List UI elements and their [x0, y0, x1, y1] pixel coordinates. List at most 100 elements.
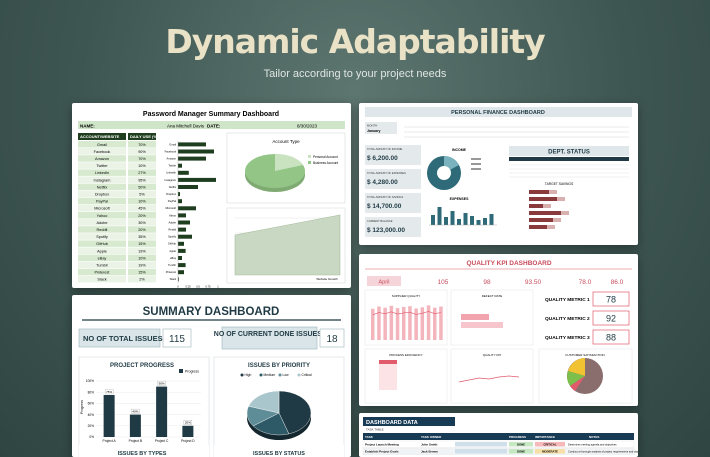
owner-cell: Jack Brown: [421, 450, 438, 454]
account-row: [78, 261, 126, 269]
supplier-bar: [371, 308, 375, 340]
target-bar: [529, 190, 549, 194]
account-row: [78, 204, 126, 212]
supplier-bar: [377, 306, 381, 340]
account-row: [78, 254, 126, 262]
account-name: Facebook: [94, 150, 111, 154]
expense-bar: [463, 213, 468, 225]
hbar-label: Gmail: [169, 142, 176, 146]
target-bar: [529, 204, 543, 208]
account-usage: 20%: [138, 214, 146, 218]
pie-legend-personal: Personal Account: [313, 155, 338, 159]
finance-dashboard: PERSONAL FINANCE DASHBOARD MONTH January…: [365, 107, 632, 237]
done-issues-value: 18: [326, 334, 338, 345]
hbar-label: Spotify: [168, 235, 177, 239]
notes-cell: Determine meeting agenda and objectives: [568, 443, 617, 447]
col-account-header: ACCOUNT/WEBSITE: [80, 134, 120, 139]
account-usage: 70%: [138, 157, 146, 161]
progress-bar-project-d: [182, 425, 194, 437]
account-row: [78, 275, 126, 283]
col-usage-header: DAILY USE (%): [130, 134, 159, 139]
account-usage: 90%: [138, 150, 146, 154]
expense-bar: [450, 211, 455, 225]
account-usage: 20%: [138, 228, 146, 232]
account-name: Spotify: [96, 235, 108, 239]
finance-amount-value: $ 6,200.00: [367, 155, 398, 162]
quality-kpi-title: QUALITY KPI: [483, 353, 502, 357]
hbar-label: Twitter: [168, 164, 176, 168]
kpi-value: 98: [483, 279, 491, 286]
hbar-github: [178, 241, 184, 246]
supplier-bar: [383, 307, 387, 340]
expenses-chart: [429, 207, 497, 226]
account-usage: 2%: [139, 278, 145, 282]
account-usage: 15%: [138, 271, 146, 275]
account-row: [78, 190, 126, 198]
progress-chart-title: PROJECT PROGRESS: [110, 363, 174, 369]
data-dashboard: DASHBOARD DATA TASK TABLE TASK TASK OWNER…: [362, 417, 638, 455]
summary-dashboard: SUMMARY DASHBOARD NO OF TOTAL ISSUES: 11…: [78, 306, 345, 457]
expense-bar: [444, 217, 448, 225]
supplier-bar: [414, 308, 418, 340]
name-value: Ana Mitchell Davis: [167, 124, 205, 129]
task-cell: Establish Project Goals: [365, 450, 399, 454]
total-issues-label: NO OF TOTAL ISSUES:: [83, 334, 165, 343]
progress-pill: [509, 449, 533, 454]
hbar-facebook: [178, 149, 214, 154]
expense-bar: [483, 218, 487, 225]
hbar-gmail: [178, 142, 206, 147]
hbar-label: Apple: [169, 249, 176, 253]
dept-status-title: DEPT. STATUS: [548, 150, 590, 156]
finance-amount-label: TOTAL AMOUNT OF INCOME: [367, 147, 402, 151]
quality-metric-box: [592, 329, 630, 345]
total-issues-value: 115: [169, 334, 185, 345]
date-value: 8/30/2023: [297, 124, 318, 129]
account-name: Microsoft: [94, 207, 110, 211]
account-row: [78, 155, 126, 162]
priority-chart-title: ISSUES BY PRIORITY: [248, 363, 310, 369]
account-row: [78, 183, 126, 191]
account-row: [78, 141, 126, 148]
defect-rate-title: DEFECT RATE: [482, 294, 503, 298]
defect-bar-2: [461, 322, 503, 328]
quality-dashboard: QUALITY KPI DASHBOARD April 105 98 93.50 78…: [364, 260, 633, 404]
task-cell: Project Launch Meeting: [365, 443, 399, 447]
supplier-bar: [389, 305, 394, 340]
hero-subtitle: Tailor according to your project needs: [263, 68, 447, 80]
pie-legend-business: Business Account: [313, 161, 338, 165]
account-name: eBay: [98, 256, 107, 260]
progress-legend: Progress: [185, 370, 199, 374]
supplier-bar: [426, 305, 431, 340]
target-bar: [529, 197, 557, 201]
finance-amount-box: [365, 217, 421, 237]
progress-ytick: 60%: [88, 402, 95, 406]
progress-cell: DONE: [517, 443, 525, 447]
account-usage: 35%: [138, 235, 146, 239]
progress-data-label: 40%: [132, 409, 138, 413]
quality-metric-label: QUALITY METRIC 1: [545, 297, 590, 303]
account-name: Gmail: [97, 143, 107, 147]
account-row: [78, 247, 126, 254]
account-usage: 15%: [138, 242, 146, 246]
account-row: [78, 240, 126, 247]
month-value: January: [367, 129, 380, 133]
quality-month: April: [378, 280, 389, 286]
owner-cell: John Smith: [421, 443, 438, 447]
account-row: [78, 268, 126, 276]
target-bar: [529, 211, 561, 215]
account-name: Reddit: [97, 228, 109, 232]
account-name: Adobe: [97, 221, 108, 225]
hbar-label: PayPal: [168, 199, 177, 203]
finance-amount-value: $ 14,700.00: [367, 203, 402, 210]
kpi-value: 78.0: [579, 279, 592, 286]
income-title: INCOME: [452, 148, 467, 152]
priority-slice-critical: [248, 390, 280, 414]
account-usage: 95%: [138, 178, 146, 182]
hbar-pinterest: [178, 270, 184, 275]
account-usage: 19%: [138, 264, 146, 268]
supplier-bar: [433, 307, 437, 340]
expense-bar: [489, 214, 494, 225]
account-name: LinkedIn: [95, 171, 109, 175]
account-row: [78, 197, 126, 205]
progress-xtick: Project B: [129, 439, 143, 443]
